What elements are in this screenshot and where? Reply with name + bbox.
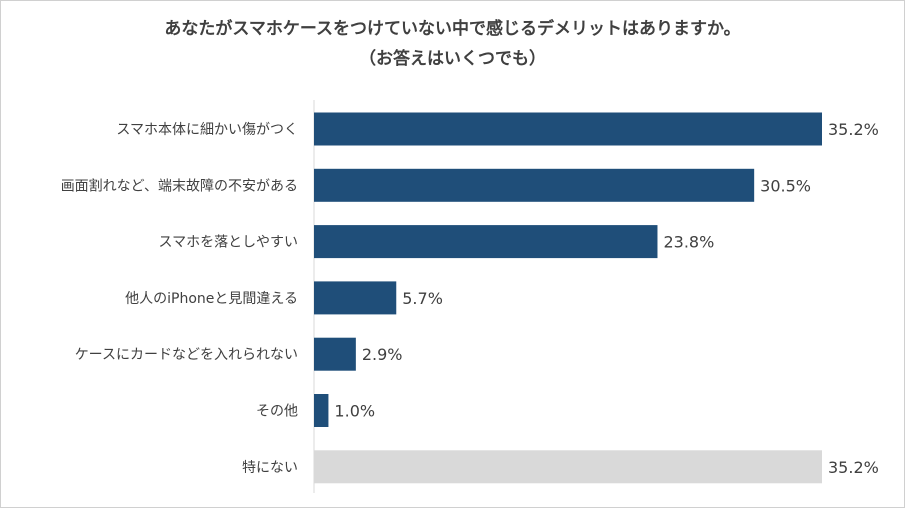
bar-2 [314, 225, 658, 259]
bar-0 [314, 112, 822, 146]
category-label-5: その他 [256, 404, 298, 420]
value-label-6: 35.2% [828, 458, 879, 477]
value-label-3: 5.7% [402, 289, 443, 308]
bar-6 [314, 450, 822, 484]
bar-3 [314, 281, 397, 315]
category-label-1: 画面割れなど、端末故障の不安がある [61, 177, 298, 194]
category-label-4: ケースにカードなどを入れられない [75, 347, 298, 363]
value-label-2: 23.8% [663, 233, 714, 252]
value-label-5: 1.0% [334, 402, 375, 421]
category-label-2: スマホを落としやすい [159, 235, 298, 251]
category-label-3: 他人のiPhoneと見間違える [125, 291, 298, 307]
chart-title-block: あなたがスマホケースをつけていない中で感じるデメリットはありますか。 （お答えは… [0, 14, 905, 74]
value-label-0: 35.2% [828, 120, 879, 139]
bar-1 [314, 168, 755, 202]
bars-group: スマホ本体に細かい傷がつく 35.2% 画面割れなど、端末故障の不安がある 30.5%… [61, 112, 879, 484]
bar-5 [314, 394, 329, 427]
category-label-6: 特にない [242, 460, 298, 476]
value-label-4: 2.9% [362, 345, 403, 364]
category-label-0: スマホ本体に細かい傷がつく [116, 122, 298, 138]
bar-4 [314, 337, 356, 371]
value-label-1: 30.5% [760, 176, 811, 195]
chart-title: あなたがスマホケースをつけていない中で感じるデメリットはありますか。 [164, 19, 741, 39]
chart-subtitle: （お答えはいくつでも） [359, 49, 546, 69]
